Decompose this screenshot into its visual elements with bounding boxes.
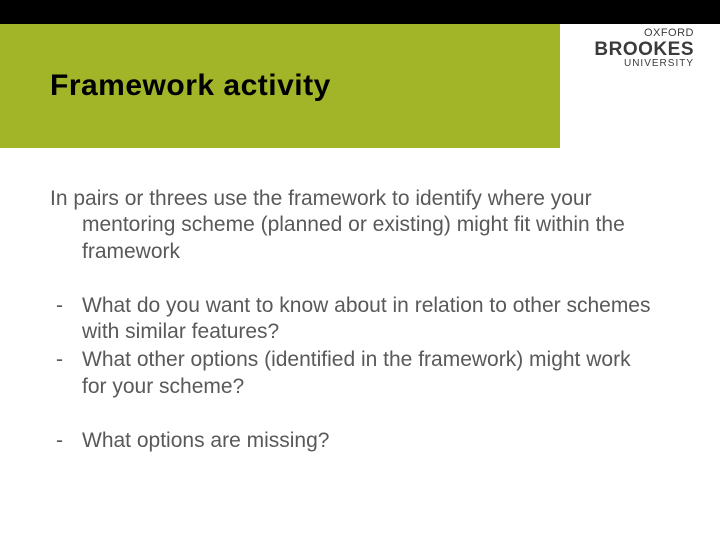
logo-line-1: OXFORD [594,28,694,40]
list-item: What do you want to know about in relati… [50,293,660,346]
list-item: What other options (identified in the fr… [50,347,660,400]
bullet-group-1: What do you want to know about in relati… [50,293,660,400]
content-area: In pairs or threes use the framework to … [50,186,660,456]
spacer [50,402,660,428]
top-black-bar [0,0,720,24]
logo-line-2: BROOKES [594,40,694,60]
brookes-logo: OXFORD BROOKES UNIVERSITY [594,28,694,70]
list-item: What options are missing? [50,428,660,454]
intro-paragraph: In pairs or threes use the framework to … [50,186,660,265]
bullet-group-2: What options are missing? [50,428,660,454]
logo-line-3: UNIVERSITY [594,59,694,70]
slide-title: Framework activity [50,69,331,103]
slide: Framework activity OXFORD BROOKES UNIVER… [0,0,720,540]
title-bar: Framework activity [0,24,560,148]
